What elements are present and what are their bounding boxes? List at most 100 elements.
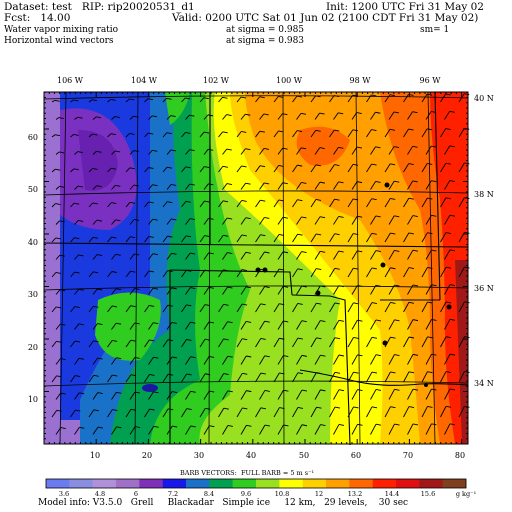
wind-barb: [370, 215, 377, 225]
wind-barb: [403, 406, 410, 418]
wind-barb: [366, 302, 373, 313]
wind-barb: [333, 354, 340, 365]
wind-barb-flag: [149, 339, 155, 342]
wind-barb: [310, 164, 317, 173]
wind-barb: [129, 150, 135, 155]
wind-barb: [236, 303, 243, 313]
wind-barb-flag: [148, 235, 154, 238]
wind-barb-flag: [96, 185, 102, 188]
wind-barb-flag: [190, 425, 196, 428]
wind-barb: [407, 111, 413, 120]
wind-barb: [314, 112, 320, 120]
wind-barb-flag: [242, 338, 248, 341]
wind-barb-flag: [431, 180, 437, 183]
wind-barb: [240, 113, 246, 120]
wind-barb-flag: [315, 164, 321, 167]
wind-barb-flag: [190, 252, 196, 255]
wind-barb: [333, 285, 340, 295]
wind-barb-flag: [111, 236, 117, 239]
wind-barb-flag: [412, 180, 418, 183]
wind-barb-flag: [282, 113, 288, 116]
wind-barb: [185, 356, 191, 365]
wind-barb: [199, 338, 206, 348]
x-tick-30: 30: [193, 451, 205, 460]
wind-barb-flag: [300, 112, 307, 115]
colorbar-label: 15.6: [420, 490, 436, 498]
wind-barb: [440, 406, 447, 418]
wind-barb: [74, 220, 79, 225]
wind-barb: [458, 371, 465, 383]
wind-barb-flag: [393, 111, 400, 114]
field1-smoothing: sm= 1: [420, 25, 450, 35]
wind-barb: [144, 167, 149, 173]
wind-barb: [255, 96, 261, 103]
wind-barb-flag: [129, 132, 135, 135]
wind-barb-flag: [320, 320, 326, 322]
wind-barb-flag: [464, 162, 470, 165]
wind-barb-flag: [371, 406, 378, 409]
wind-barb-flag: [171, 183, 177, 186]
wind-barb-flag: [97, 426, 104, 429]
wind-barb-flag: [204, 338, 211, 341]
wind-barb-flag: [464, 336, 470, 339]
lon-label-102w: 102 W: [202, 76, 230, 85]
wind-barb-flag: [110, 98, 116, 101]
wind-barb-flag: [431, 145, 437, 148]
wind-barb: [166, 184, 172, 190]
wind-barb: [347, 129, 354, 138]
wind-barb: [162, 339, 169, 348]
wind-barb: [440, 128, 447, 138]
wind-barb: [421, 406, 428, 418]
lon-label-104w: 104 W: [130, 76, 158, 85]
colorbar-label: 3.6: [58, 490, 70, 498]
wind-barb: [236, 131, 242, 138]
wind-barb: [296, 285, 303, 295]
model-info: Model info: V3.5.0 Grell Blackadar Simpl…: [38, 498, 409, 508]
wind-barb: [166, 356, 173, 365]
wind-barb: [351, 389, 358, 400]
wind-barb: [199, 408, 206, 418]
wind-barb-flag: [353, 267, 359, 270]
wind-barb-flag: [412, 353, 419, 356]
wind-barb-flag: [334, 95, 340, 97]
wind-barb-flag: [111, 271, 117, 273]
wind-barb-flag: [112, 374, 118, 377]
wind-barb-flag: [226, 183, 233, 185]
wind-barb-flag: [129, 98, 135, 101]
wind-barb-flag: [334, 337, 340, 340]
wind-barb: [329, 268, 336, 278]
wind-barb-flag: [375, 423, 382, 426]
wind-barb: [310, 337, 317, 348]
wind-barb: [273, 96, 279, 103]
wind-barb: [444, 284, 451, 295]
wind-barb-flag: [445, 405, 452, 408]
wind-barb: [314, 147, 321, 155]
wind-barb: [351, 146, 358, 155]
wind-barb-flag: [245, 217, 251, 220]
wind-barb: [255, 199, 261, 208]
wind-barb-flag: [297, 233, 303, 236]
wind-barb-flag: [260, 407, 266, 410]
x-tick-70: 70: [402, 451, 414, 460]
wind-barb: [240, 286, 247, 295]
wind-barb-flag: [408, 301, 415, 304]
wind-barb-flag: [375, 319, 382, 322]
wind-barb-flag: [171, 321, 177, 324]
wind-barb-flag: [129, 201, 136, 204]
colorbar-label: 14.4: [384, 490, 400, 498]
wind-barb-flag: [208, 148, 214, 151]
wind-barb: [347, 233, 354, 243]
wind-barb-flag: [60, 323, 66, 326]
wind-barb: [107, 340, 113, 348]
wind-barb: [218, 165, 224, 173]
wind-barb-flag: [408, 371, 415, 374]
wind-barb: [273, 407, 280, 418]
wind-barb: [347, 302, 354, 313]
wind-barb-flag: [204, 166, 210, 169]
wind-barb: [440, 336, 447, 348]
wind-barb: [162, 304, 169, 313]
wind-barb: [70, 134, 74, 138]
wind-barb: [55, 358, 61, 365]
wind-barb-flag: [390, 232, 396, 235]
wind-barb: [70, 306, 76, 313]
